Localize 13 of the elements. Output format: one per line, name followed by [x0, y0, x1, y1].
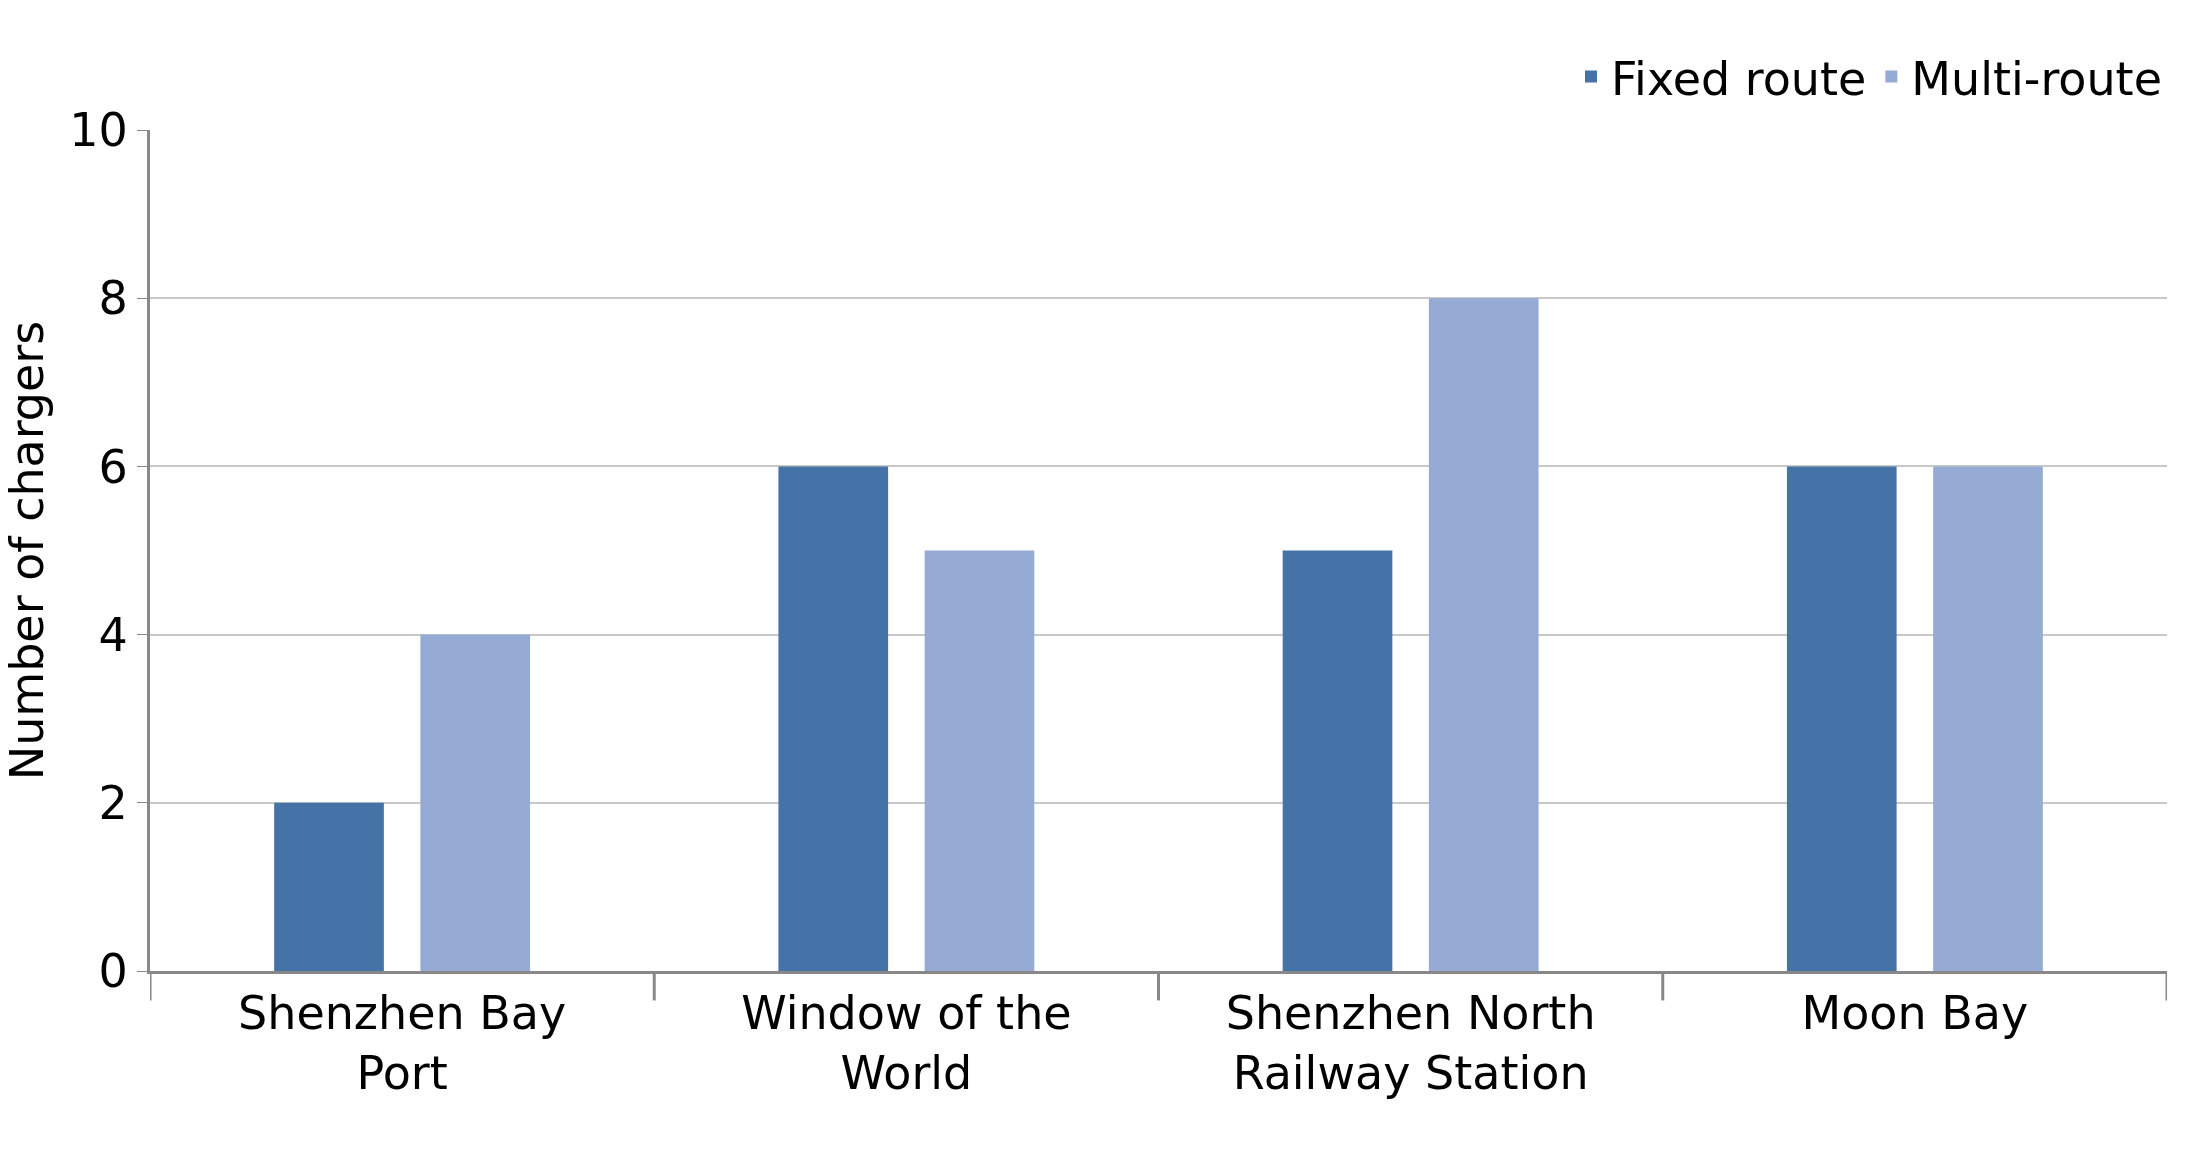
y-tick-label: 10 — [69, 103, 128, 158]
y-tick-label: 2 — [98, 775, 128, 830]
y-axis-title: Number of chargers — [0, 320, 54, 781]
x-tick-label: Window of the World — [741, 986, 1072, 1100]
y-tick-label: 0 — [98, 944, 128, 999]
x-tick-label: Shenzhen Bay Port — [238, 986, 567, 1100]
y-tick-label: 8 — [98, 271, 128, 326]
x-tick-label: Moon Bay — [1801, 986, 2029, 1041]
y-tick-label: 6 — [98, 439, 128, 494]
x-tick-label: Shenzhen North Railway Station — [1225, 986, 1596, 1100]
y-tick-label: 4 — [98, 607, 128, 662]
legend-label: Multi-route — [1911, 51, 2162, 106]
legend-label: Fixed route — [1611, 51, 1867, 106]
